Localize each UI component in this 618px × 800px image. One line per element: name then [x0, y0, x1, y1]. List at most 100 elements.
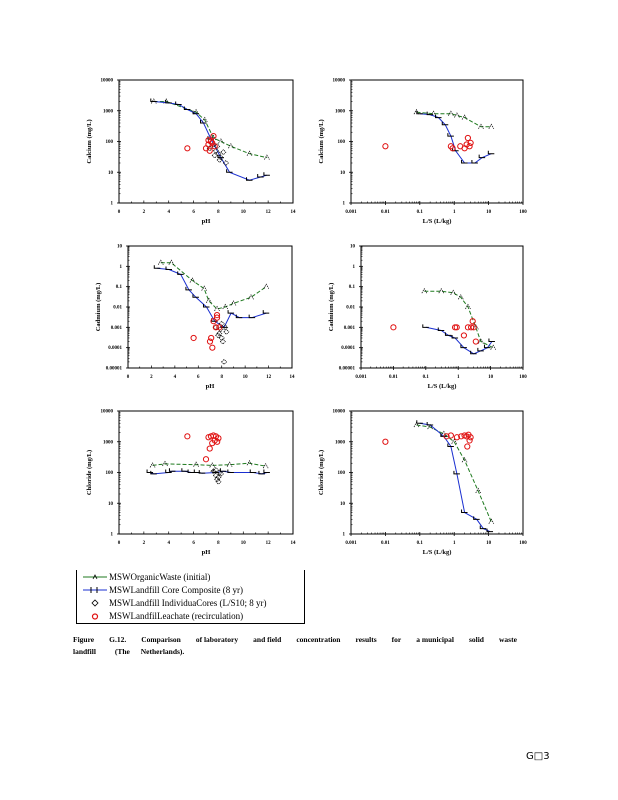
data-point-diamond	[215, 478, 222, 485]
data-point-triangle	[206, 297, 212, 304]
data-point-step	[422, 324, 429, 328]
y-tick-label: 10000	[101, 79, 114, 84]
plot-frame	[350, 410, 524, 535]
chart-calcium-ph: 1 10 100 1000 10000 0 2 4 6 8 10 12 14 pH Calcium (mg/…	[86, 79, 296, 226]
data-point-diamond	[223, 328, 230, 335]
data-point-step	[150, 470, 157, 475]
data-point-triangle	[450, 289, 456, 295]
triangle-dashed-line-icon	[83, 574, 107, 580]
data-point-triangle	[461, 114, 468, 120]
y-tick-label: 0.01	[346, 306, 355, 311]
data-point-circle	[472, 338, 479, 345]
data-point-step	[168, 468, 176, 472]
figure-caption: Figure G.12. Comparison of laboratory an…	[73, 634, 517, 658]
data-point-step	[165, 469, 172, 473]
x-tick-label: 0.01	[381, 210, 390, 215]
data-point-step	[486, 528, 494, 533]
y-tick-label: 0.0001	[108, 346, 122, 351]
caption-word: (The	[114, 647, 130, 656]
x-tick-label: 14	[291, 541, 297, 546]
data-point-triangle	[473, 324, 479, 330]
data-point-step	[461, 159, 468, 164]
data-point-triangle	[478, 123, 484, 129]
data-point-step	[177, 271, 184, 275]
plot-frame	[360, 245, 524, 369]
data-point-diamond	[212, 472, 219, 479]
data-point-triangle	[163, 98, 170, 104]
data-point-diamond	[215, 332, 222, 339]
data-point-diamond	[218, 334, 225, 341]
data-point-triangle	[149, 462, 156, 468]
y-tick-label: 0.00001	[106, 367, 123, 372]
data-point-circle	[209, 344, 216, 351]
data-point-step	[249, 469, 257, 473]
data-point-step	[202, 304, 210, 308]
x-tick-label: 100	[519, 541, 527, 546]
data-point-step	[187, 469, 195, 473]
data-point-circle	[206, 445, 213, 452]
data-point-circle	[212, 324, 219, 331]
x-tick-label: 1	[457, 375, 460, 380]
y-tick-label: 100	[106, 471, 114, 476]
x-tick-label: 0.1	[423, 375, 430, 380]
data-point-step	[477, 347, 484, 352]
data-point-triangle	[421, 287, 428, 294]
data-point-diamond	[221, 358, 228, 365]
data-point-circle	[184, 433, 191, 440]
x-tick-label: 0.1	[417, 541, 424, 546]
data-point-circle	[211, 143, 218, 150]
y-tick-label: 10000	[333, 79, 346, 84]
y-tick-label: 10	[108, 171, 114, 176]
data-point-triangle	[451, 438, 458, 444]
y-tick-label: 0.0001	[341, 346, 355, 351]
data-point-circle	[202, 456, 210, 463]
x-tick-label: 4	[167, 210, 170, 215]
data-point-triangle	[150, 98, 157, 104]
data-point-step	[175, 101, 182, 105]
data-point-diamond	[210, 468, 217, 475]
data-point-step	[185, 286, 192, 291]
x-tick-label: 2	[143, 541, 146, 546]
y-tick-label: 1	[111, 533, 114, 538]
x-tick-label: 8	[217, 210, 220, 215]
data-point-step	[165, 99, 172, 104]
legend-item-organic-waste: MSWOrganicWaste (initial)	[83, 571, 210, 583]
data-point-step	[165, 266, 172, 270]
series-line	[152, 462, 266, 467]
data-point-triangle	[413, 108, 420, 115]
data-point-triangle	[262, 463, 269, 469]
x-tick-label: 10	[486, 210, 492, 215]
series-line	[153, 101, 268, 159]
data-point-diamond	[217, 470, 224, 477]
data-point-triangle	[218, 138, 224, 144]
data-point-step	[193, 469, 201, 473]
data-point-step	[192, 294, 199, 298]
data-point-step	[453, 470, 460, 475]
data-point-step	[487, 150, 495, 155]
legend-item-leachate: MSWLandfilLeachate (recirculation)	[83, 610, 243, 622]
data-point-step	[473, 516, 480, 520]
data-point-triangle	[488, 123, 495, 129]
y-tick-label: 10	[340, 171, 346, 176]
x-tick-label: 0.001	[345, 210, 357, 215]
data-point-triangle	[438, 287, 445, 294]
data-point-circle	[184, 145, 191, 152]
y-tick-label: 1000	[103, 109, 114, 114]
data-point-diamond	[216, 330, 223, 337]
step-solid-line-icon	[83, 587, 107, 593]
data-point-circle	[466, 437, 473, 444]
x-tick-label: 0	[118, 210, 121, 215]
data-point-triangle	[263, 283, 270, 289]
y-tick-label: 0.01	[113, 306, 122, 311]
x-tick-label: 6	[192, 541, 195, 546]
data-point-step	[483, 344, 491, 349]
data-point-diamond	[210, 141, 217, 148]
y-tick-label: 10	[340, 502, 346, 507]
data-point-diamond	[220, 149, 227, 156]
chart-calcium-ls: 1 10 100 1000 10000 0.001 0.01 0.1 1 10 100 L/S (L/…	[318, 79, 527, 226]
y-tick-label: 0.00001	[339, 367, 356, 372]
chart-chloride-ls: 1 10 100 1000 10000 0.001 0.01 0.1 1 10 100 L/S (L/…	[318, 410, 527, 557]
data-point-step	[146, 469, 154, 473]
data-point-triangle	[430, 110, 437, 116]
data-point-circle	[213, 314, 221, 321]
